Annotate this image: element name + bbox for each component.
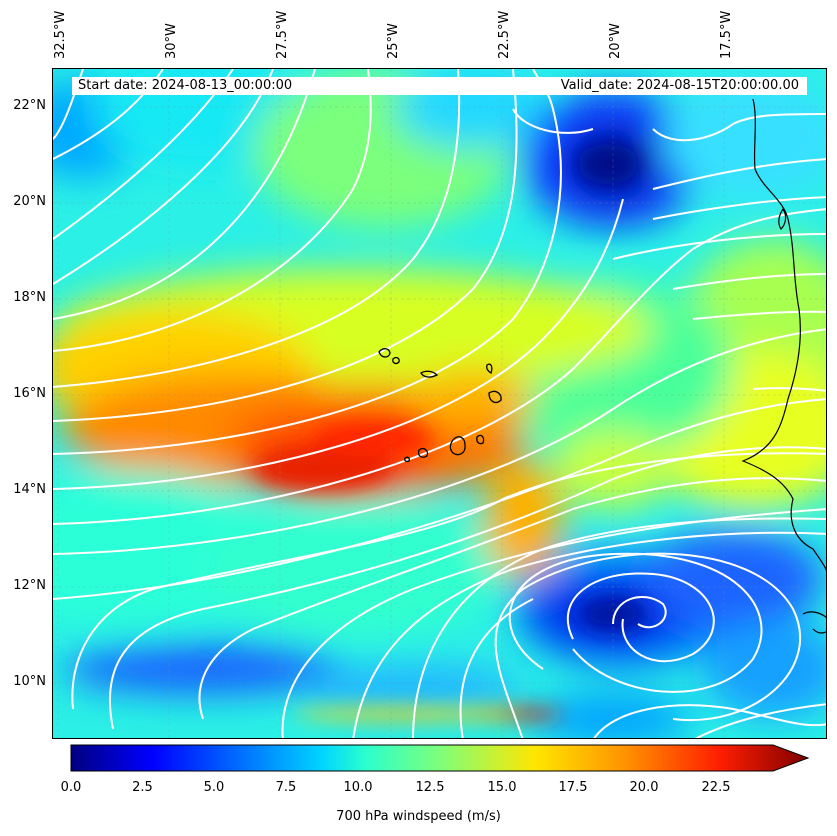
colorbar-tick-label: 10.0: [343, 780, 373, 795]
lat-tick-label: 20°N: [13, 194, 46, 209]
lon-tick-label: 17.5°W: [719, 10, 734, 59]
start-date-label: Start date: 2024-08-13_00:00:00: [78, 78, 293, 93]
lon-tick-label: 20°W: [608, 23, 623, 59]
lat-tick-label: 16°N: [13, 386, 46, 401]
lat-tick-label: 14°N: [13, 482, 46, 497]
lon-tick-label: 30°W: [164, 23, 179, 59]
colorbar-tick-label: 20.0: [629, 780, 659, 795]
info-bar: Start date: 2024-08-13_00:00:00 Valid_da…: [72, 77, 807, 95]
streamlines: [53, 69, 826, 738]
colorbar-label: 700 hPa windspeed (m/s): [336, 809, 501, 824]
colorbar-tick-label: 7.5: [275, 780, 297, 795]
lat-tick-label: 10°N: [13, 674, 46, 689]
colorbar-tick-label: 2.5: [132, 780, 153, 795]
wind-field-highlights: [253, 144, 648, 720]
cape-verde-islands: [378, 348, 502, 463]
colorbar-tick-label: 17.5: [558, 780, 588, 795]
valid-date-label: Valid_date: 2024-08-15T20:00:00.00: [560, 78, 799, 93]
colorbar-tick-label: 12.5: [415, 780, 445, 795]
coastline-africa: [741, 98, 826, 634]
colorbar: [70, 744, 810, 772]
lon-tick-label: 25°W: [386, 23, 401, 59]
colorbar-tick-label: 5.0: [203, 780, 225, 795]
map-panel: [52, 68, 827, 739]
colorbar-tick-label: 15.0: [487, 780, 517, 795]
gridlines: [53, 69, 826, 738]
lat-tick-label: 22°N: [13, 98, 46, 113]
windspeed-map: [53, 69, 826, 738]
colorbar-gradient: [70, 744, 810, 772]
lon-tick-label: 32.5°W: [53, 10, 68, 59]
lat-tick-label: 18°N: [13, 290, 46, 305]
lat-tick-label: 12°N: [13, 578, 46, 593]
colorbar-tick-label: 0.0: [60, 780, 82, 795]
lon-tick-label: 22.5°W: [497, 10, 512, 59]
lon-tick-label: 27.5°W: [275, 10, 290, 59]
colorbar-tick-label: 22.5: [701, 780, 731, 795]
